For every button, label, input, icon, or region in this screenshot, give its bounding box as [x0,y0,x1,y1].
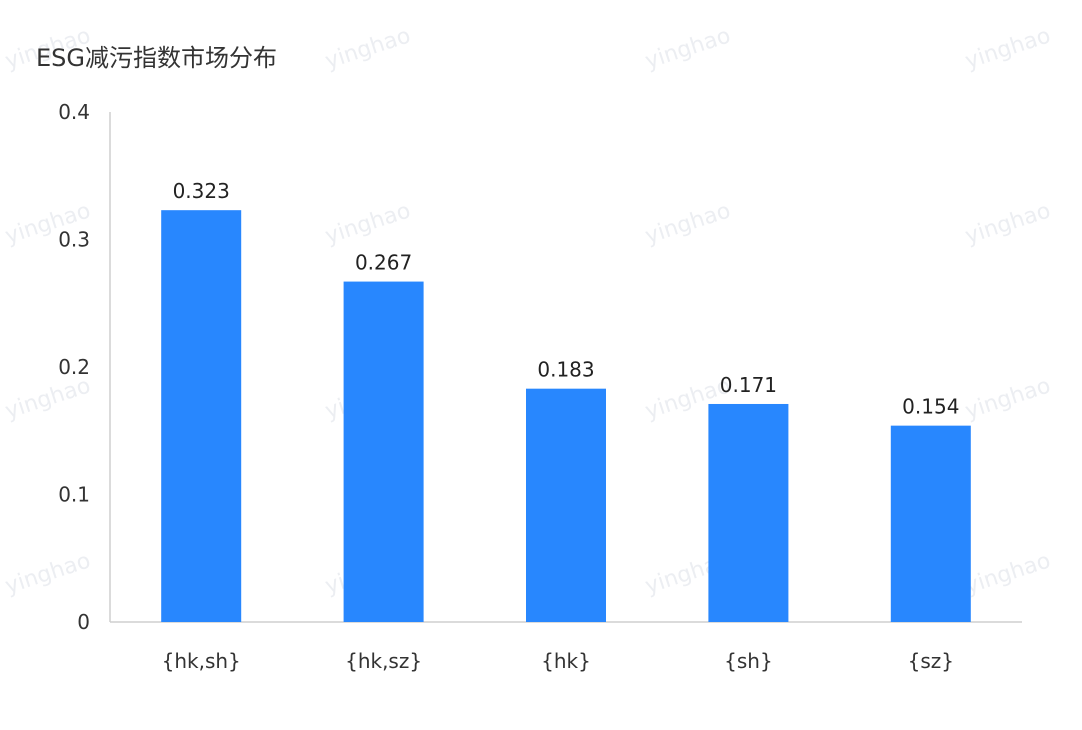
bar [890,425,971,622]
y-tick-label: 0.2 [58,355,90,379]
y-tick-label: 0.3 [58,228,90,252]
y-tick-label: 0.4 [58,100,90,124]
data-label: 0.171 [720,373,777,397]
y-tick-label: 0.1 [58,483,90,507]
data-label: 0.323 [173,179,230,203]
watermark-text: yinghao [2,373,93,424]
watermark-text: yinghao [962,373,1053,424]
x-tick-label: {sz} [908,649,954,673]
bar [343,281,424,622]
watermark-text: yinghao [642,23,733,74]
x-tick-label: {sh} [724,649,773,673]
watermark-text: yinghao [322,198,413,249]
watermark-text: yinghao [2,548,93,599]
data-label: 0.183 [537,358,594,382]
data-label: 0.154 [902,395,959,419]
watermark-text: yinghao [642,198,733,249]
watermark-text: yinghao [962,198,1053,249]
watermark-text: yinghao [962,548,1053,599]
watermark-text: yinghao [322,23,413,74]
data-label: 0.267 [355,251,412,275]
x-tick-label: {hk} [541,649,591,673]
x-tick-label: {hk,sz} [345,649,422,673]
x-tick-label: {hk,sh} [162,649,241,673]
bar [708,403,789,622]
watermark-text: yinghao [962,23,1053,74]
bar [526,388,606,622]
chart-title: ESG减污指数市场分布 [36,44,277,72]
y-tick-label: 0 [77,610,90,634]
bars: 0.323 {hk,sh} 0.267 {hk,sz} 0.183 {hk} 0.171 {s… [161,179,971,673]
bar [161,210,242,623]
